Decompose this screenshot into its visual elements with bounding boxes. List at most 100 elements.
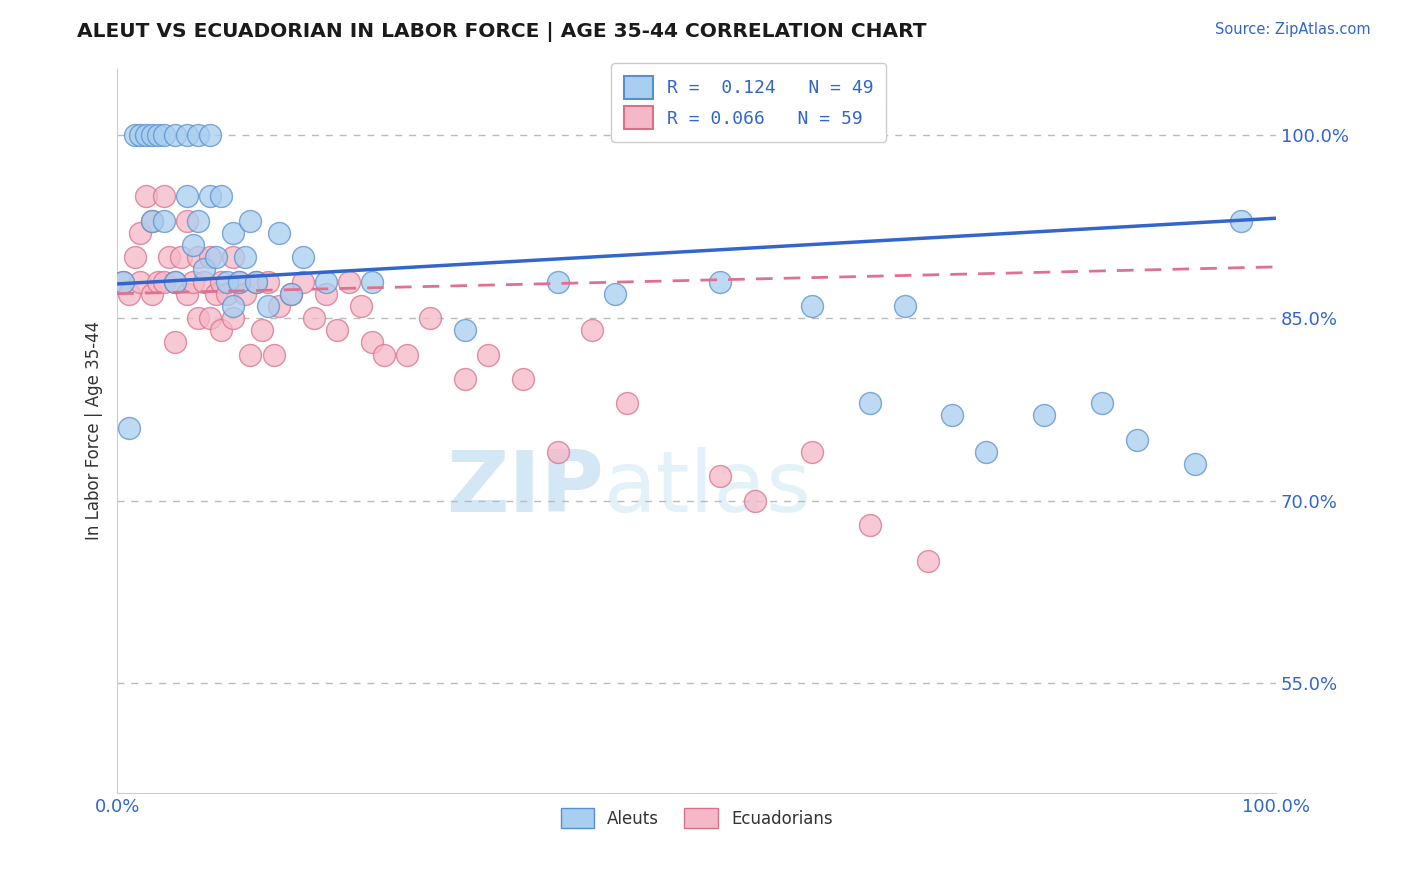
Point <box>176 128 198 143</box>
Point <box>198 250 221 264</box>
Text: Source: ZipAtlas.com: Source: ZipAtlas.com <box>1215 22 1371 37</box>
Point <box>176 213 198 227</box>
Point <box>326 323 349 337</box>
Point <box>211 323 233 337</box>
Point <box>280 286 302 301</box>
Point <box>239 347 262 361</box>
Point <box>222 311 245 326</box>
Point <box>859 396 882 410</box>
Point <box>193 262 215 277</box>
Point <box>181 238 204 252</box>
Point <box>477 347 499 361</box>
Point <box>152 213 174 227</box>
Point <box>111 275 134 289</box>
Point <box>198 311 221 326</box>
Point <box>141 286 163 301</box>
Point <box>361 335 384 350</box>
Point <box>222 250 245 264</box>
Point <box>217 275 239 289</box>
Point <box>454 323 477 337</box>
Point <box>152 275 174 289</box>
Point <box>111 275 134 289</box>
Point <box>141 213 163 227</box>
Point <box>211 189 233 203</box>
Point <box>859 517 882 532</box>
Point <box>165 275 187 289</box>
Point <box>187 311 209 326</box>
Point <box>124 250 146 264</box>
Point <box>129 128 152 143</box>
Point <box>118 286 141 301</box>
Point <box>211 275 233 289</box>
Point <box>616 396 638 410</box>
Point <box>118 420 141 434</box>
Point <box>176 189 198 203</box>
Point <box>1230 213 1253 227</box>
Point <box>176 286 198 301</box>
Point <box>1091 396 1114 410</box>
Point <box>917 554 939 568</box>
Point <box>198 128 221 143</box>
Point <box>974 445 997 459</box>
Point <box>233 286 256 301</box>
Point <box>256 275 278 289</box>
Point <box>894 299 917 313</box>
Legend: Aleuts, Ecuadorians: Aleuts, Ecuadorians <box>554 801 839 835</box>
Point <box>245 275 267 289</box>
Point <box>263 347 285 361</box>
Point <box>170 250 193 264</box>
Point <box>337 275 360 289</box>
Point <box>187 250 209 264</box>
Point <box>1184 457 1206 471</box>
Point <box>709 275 731 289</box>
Point <box>193 275 215 289</box>
Point <box>291 250 314 264</box>
Point <box>146 275 169 289</box>
Point <box>269 299 291 313</box>
Point <box>204 286 226 301</box>
Point <box>141 128 163 143</box>
Point <box>141 213 163 227</box>
Point <box>373 347 395 361</box>
Point <box>222 299 245 313</box>
Point <box>152 128 174 143</box>
Point <box>198 189 221 203</box>
Point <box>315 286 337 301</box>
Point <box>217 286 239 301</box>
Point <box>302 311 325 326</box>
Point <box>512 372 534 386</box>
Point <box>165 275 187 289</box>
Point <box>124 128 146 143</box>
Point <box>581 323 603 337</box>
Point <box>744 493 766 508</box>
Text: ZIP: ZIP <box>446 447 603 530</box>
Point <box>315 275 337 289</box>
Point <box>233 250 256 264</box>
Point <box>256 299 278 313</box>
Point <box>291 275 314 289</box>
Point <box>709 469 731 483</box>
Point <box>222 226 245 240</box>
Y-axis label: In Labor Force | Age 35-44: In Labor Force | Age 35-44 <box>86 321 103 541</box>
Point <box>146 128 169 143</box>
Point <box>129 226 152 240</box>
Text: atlas: atlas <box>603 447 811 530</box>
Point <box>250 323 273 337</box>
Point <box>129 275 152 289</box>
Text: ALEUT VS ECUADORIAN IN LABOR FORCE | AGE 35-44 CORRELATION CHART: ALEUT VS ECUADORIAN IN LABOR FORCE | AGE… <box>77 22 927 42</box>
Point <box>157 250 180 264</box>
Point <box>135 189 157 203</box>
Point <box>1033 409 1056 423</box>
Point <box>419 311 441 326</box>
Point <box>228 275 250 289</box>
Point <box>547 445 569 459</box>
Point <box>187 213 209 227</box>
Point <box>228 275 250 289</box>
Point <box>801 445 824 459</box>
Point <box>204 250 226 264</box>
Point <box>187 128 209 143</box>
Point <box>181 275 204 289</box>
Point <box>941 409 963 423</box>
Point <box>269 226 291 240</box>
Point <box>801 299 824 313</box>
